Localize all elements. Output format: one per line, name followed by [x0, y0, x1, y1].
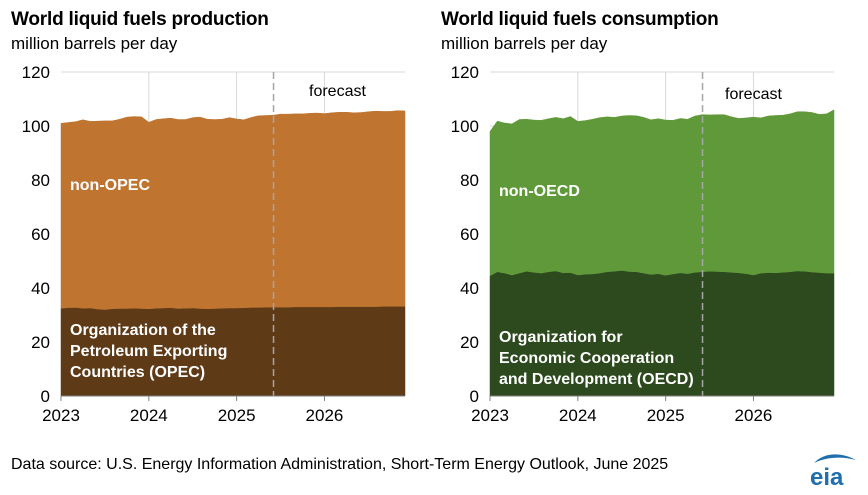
- data-source-note: Data source: U.S. Energy Information Adm…: [11, 456, 669, 473]
- y-tick-label: 60: [460, 225, 479, 244]
- eia-logo: eia: [810, 454, 856, 488]
- consumption-area-chart: forecast 0 20 40 60 80 100 120 2023 2024 2025 2026 O…: [451, 63, 835, 425]
- series-label-line: Countries (OPEC): [70, 364, 205, 381]
- series-label-line: Organization for: [499, 329, 623, 346]
- chart-title: World liquid fuels production: [11, 9, 269, 30]
- series-label: Organization of the Petroleum Exporting Co…: [70, 322, 227, 381]
- y-tick-label: 20: [31, 333, 50, 352]
- chart-title: World liquid fuels consumption: [441, 9, 719, 30]
- series-label-line: non-OECD: [499, 183, 580, 200]
- y-tick-label: 120: [451, 63, 479, 82]
- eia-logo-text: eia: [810, 464, 844, 488]
- series-label-line: Petroleum Exporting: [70, 343, 227, 360]
- y-tick-label: 80: [31, 171, 50, 190]
- y-tick-label: 100: [451, 117, 479, 136]
- x-tick-label: 2025: [647, 406, 685, 425]
- series-label: non-OECD: [499, 183, 580, 200]
- production-area-chart: forecast 0 20 40 60 80 100 120 2023 2024 2025 2026 O…: [22, 63, 406, 425]
- series-label-line: Economic Cooperation: [499, 350, 674, 367]
- area-series: [60, 110, 406, 310]
- production-chart-panel: World liquid fuels production million ba…: [0, 0, 430, 440]
- y-tick-label: 100: [22, 117, 50, 136]
- y-tick-label: 120: [22, 63, 50, 82]
- y-tick-label: 40: [460, 279, 479, 298]
- x-tick-label: 2025: [218, 406, 256, 425]
- series-label-line: Organization of the: [70, 322, 216, 339]
- y-tick-label: 0: [470, 387, 479, 406]
- chart-subtitle: million barrels per day: [11, 34, 178, 53]
- y-tick-label: 60: [31, 225, 50, 244]
- x-tick-label: 2026: [735, 406, 773, 425]
- forecast-label: forecast: [725, 86, 782, 103]
- forecast-label: forecast: [309, 83, 366, 100]
- x-tick-label: 2026: [306, 406, 344, 425]
- area-series: [489, 109, 835, 277]
- x-tick-label: 2023: [42, 406, 80, 425]
- series-label: non-OPEC: [70, 177, 150, 194]
- series-label-line: non-OPEC: [70, 177, 150, 194]
- x-tick-label: 2024: [559, 406, 597, 425]
- x-tick-label: 2024: [130, 406, 168, 425]
- series-label-line: and Development (OECD): [499, 371, 694, 388]
- y-tick-label: 40: [31, 279, 50, 298]
- y-tick-label: 0: [41, 387, 50, 406]
- consumption-chart-panel: World liquid fuels consumption million b…: [430, 0, 868, 440]
- eia-logo-swoosh: [814, 454, 856, 463]
- y-tick-label: 80: [460, 171, 479, 190]
- x-tick-label: 2023: [471, 406, 509, 425]
- chart-subtitle: million barrels per day: [441, 34, 608, 53]
- series-label: Organization for Economic Cooperation and …: [499, 329, 694, 388]
- y-tick-label: 20: [460, 333, 479, 352]
